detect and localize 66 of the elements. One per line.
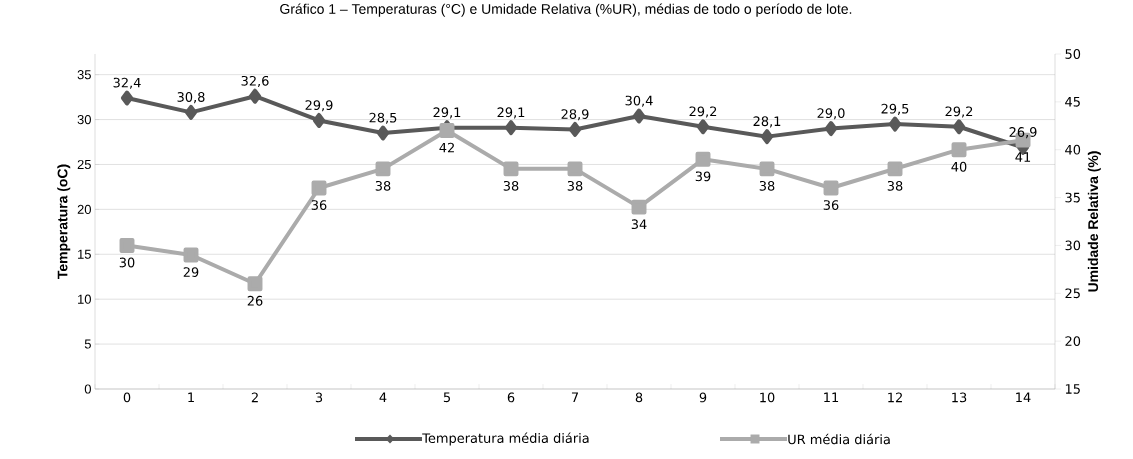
- data-label: 28,1: [753, 116, 781, 128]
- legend-label: UR média diária: [788, 433, 890, 445]
- data-label: 39: [695, 171, 711, 182]
- y-axis-title: Temperatura (oC): [57, 164, 71, 279]
- x-tick-label: 3: [315, 392, 323, 403]
- data-label: 26,9: [1009, 127, 1037, 139]
- data-label: 29,5: [881, 103, 909, 115]
- data-label: 36: [311, 200, 327, 210]
- y-tick-label: 5: [84, 339, 91, 349]
- data-label: 38: [375, 181, 391, 191]
- y2-axis-title: Umidade Relativa (%): [1087, 151, 1101, 292]
- chart-title: Gráfico 1 – Temperaturas (°C) e Umidade Relativa (%UR), médias de todo o período de lote.: [280, 3, 852, 17]
- y-tick-label: 25: [77, 159, 91, 170]
- x-tick-label: 8: [635, 392, 643, 403]
- data-label: 30,8: [177, 92, 205, 104]
- data-label: 29,1: [497, 107, 525, 119]
- data-label: 28,5: [369, 112, 397, 124]
- x-tick-label: 12: [888, 392, 902, 403]
- legend-label: Temperatura média diária: [422, 432, 589, 446]
- y-tick-label: 10: [78, 294, 91, 304]
- y2-tick-label: 20: [1065, 336, 1081, 347]
- data-label: 30: [119, 257, 135, 268]
- x-tick-label: 5: [443, 392, 450, 403]
- y2-tick-label: 30: [1065, 240, 1081, 251]
- y2-tick-label: 40: [1065, 144, 1081, 155]
- y2-tick-label: 25: [1065, 288, 1080, 299]
- data-label: 38: [567, 181, 583, 191]
- x-tick-label: 10: [760, 392, 775, 403]
- data-label: 41: [1015, 152, 1031, 162]
- data-label: 38: [503, 181, 519, 191]
- data-label: 30,4: [625, 95, 653, 107]
- y2-tick-label: 15: [1065, 384, 1080, 394]
- x-tick-label: 7: [571, 392, 579, 402]
- data-label: 42: [439, 142, 454, 153]
- data-label: 36: [823, 200, 839, 210]
- data-label: 29,2: [689, 106, 717, 118]
- x-tick-label: 2: [251, 392, 258, 403]
- x-tick-label: 14: [1016, 392, 1031, 402]
- data-label: 29,9: [305, 100, 333, 112]
- y-tick-label: 35: [77, 70, 91, 80]
- data-label: 26: [247, 295, 263, 306]
- y-tick-label: 30: [77, 114, 91, 125]
- x-tick-label: 11: [824, 392, 839, 402]
- x-tick-label: 1: [188, 392, 194, 402]
- y-tick-label: 0: [84, 384, 91, 394]
- x-tick-label: 9: [699, 392, 707, 403]
- x-tick-label: 0: [123, 392, 131, 403]
- data-label: 40: [951, 161, 967, 172]
- y-tick-label: 20: [77, 204, 91, 214]
- data-label: 29,1: [433, 107, 461, 119]
- data-label: 28,9: [561, 109, 589, 121]
- y2-tick-label: 35: [1065, 192, 1080, 203]
- x-tick-label: 13: [952, 392, 967, 403]
- x-tick-label: 4: [379, 392, 387, 402]
- data-label: 32,4: [113, 77, 141, 89]
- data-label: 32,6: [241, 75, 269, 88]
- y2-tick-label: 50: [1065, 49, 1081, 59]
- y-tick-label: 15: [78, 249, 91, 259]
- data-label: 34: [631, 219, 647, 230]
- data-label: 38: [759, 181, 775, 191]
- data-label: 29,0: [817, 108, 845, 120]
- x-tick-label: 6: [507, 392, 515, 403]
- data-label: 29,2: [945, 106, 973, 118]
- data-label: 38: [887, 181, 903, 191]
- data-label: 29: [183, 267, 199, 277]
- y2-tick-label: 45: [1065, 97, 1080, 107]
